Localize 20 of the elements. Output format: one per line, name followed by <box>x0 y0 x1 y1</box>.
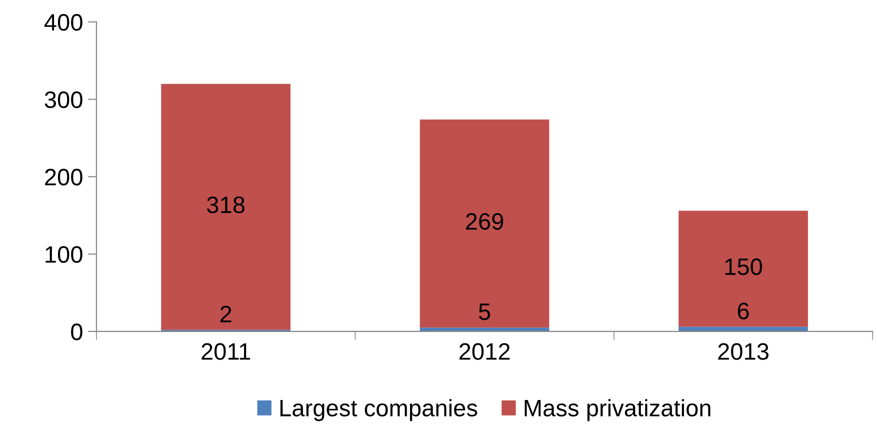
bar <box>678 210 808 327</box>
y-tick-label: 100 <box>46 246 82 263</box>
x-tick-label: 2012 <box>459 343 510 360</box>
data-label: 318 <box>207 196 244 214</box>
y-tick-label: 200 <box>45 168 82 186</box>
bar <box>161 84 291 330</box>
y-tick-label: 0 <box>71 324 82 340</box>
data-label: 6 <box>738 302 749 320</box>
bar <box>420 328 550 332</box>
bar <box>420 119 550 328</box>
data-label: 269 <box>466 213 504 230</box>
y-tick-label: 400 <box>44 14 82 31</box>
data-label: 150 <box>725 258 762 276</box>
data-label: 2 <box>220 306 232 322</box>
data-label: 5 <box>478 304 490 320</box>
legend-label: Mass privatization <box>524 399 710 422</box>
x-tick-label: 2013 <box>718 343 768 360</box>
x-tick-label: 2011 <box>202 343 250 360</box>
y-tick-label: 300 <box>44 91 82 108</box>
legend-label: Largest companies <box>280 399 478 422</box>
